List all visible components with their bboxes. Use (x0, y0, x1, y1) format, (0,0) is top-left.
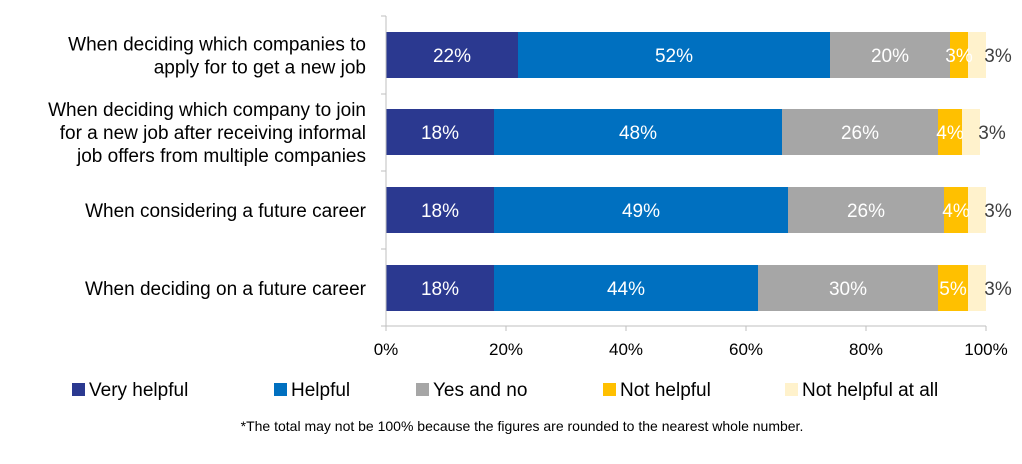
data-label: 44% (607, 279, 645, 300)
legend-label: Helpful (291, 380, 350, 401)
data-label: 48% (619, 123, 657, 144)
bar-segment (758, 265, 938, 311)
bar-segment (494, 109, 782, 155)
data-label: 3% (984, 201, 1012, 222)
bar-segment (950, 32, 968, 78)
data-label: 49% (622, 201, 660, 222)
footnote: *The total may not be 100% because the f… (241, 418, 804, 434)
bar-segment (938, 109, 962, 155)
data-label: 4% (942, 201, 970, 222)
data-label: 3% (984, 279, 1012, 300)
legend-swatch (785, 383, 798, 396)
bar-segment (518, 32, 830, 78)
x-tick-label: 60% (729, 340, 763, 359)
bar-segment (968, 187, 986, 233)
bar-segment (968, 265, 986, 311)
data-label: 22% (433, 46, 471, 67)
bar-segment (386, 109, 494, 155)
bar-segment (386, 265, 494, 311)
legend-label: Not helpful at all (802, 380, 938, 401)
bar-segment (938, 265, 968, 311)
x-tick-label: 0% (374, 340, 399, 359)
data-label: 18% (421, 279, 459, 300)
category-label: for a new job after receiving informal (60, 123, 366, 144)
data-label: 26% (841, 123, 879, 144)
bar-segment (830, 32, 950, 78)
data-label: 18% (421, 201, 459, 222)
bar-segment (782, 109, 938, 155)
bar-segment (788, 187, 944, 233)
bar-segment (386, 32, 518, 78)
data-label: 3% (945, 46, 973, 67)
legend-swatch (274, 383, 287, 396)
x-tick-label: 100% (964, 340, 1007, 359)
x-tick-label: 80% (849, 340, 883, 359)
bar-segment (962, 109, 980, 155)
data-label: 30% (829, 279, 867, 300)
data-label: 4% (936, 123, 964, 144)
data-label: 52% (655, 46, 693, 67)
data-label: 3% (984, 46, 1012, 67)
data-label: 20% (871, 46, 909, 67)
bar-segment (944, 187, 968, 233)
data-label: 18% (421, 123, 459, 144)
bar-segment (494, 265, 758, 311)
data-label: 26% (847, 201, 885, 222)
legend-swatch (416, 383, 429, 396)
legend-swatch (72, 383, 85, 396)
category-label: When deciding which company to join (48, 100, 366, 121)
legend-label: Very helpful (89, 380, 188, 401)
x-tick-label: 20% (489, 340, 523, 359)
legend-label: Not helpful (620, 380, 711, 401)
legend-label: Yes and no (433, 380, 527, 401)
category-label: apply for to get a new job (154, 58, 366, 79)
bar-segment (494, 187, 788, 233)
bar-segment (968, 32, 986, 78)
category-label: When deciding which companies to (68, 35, 366, 56)
bar-segment (386, 187, 494, 233)
category-label: job offers from multiple companies (76, 146, 366, 167)
data-label: 5% (939, 279, 967, 300)
category-label: When considering a future career (85, 201, 367, 222)
category-label: When deciding on a future career (85, 279, 367, 300)
x-tick-label: 40% (609, 340, 643, 359)
x-axis: 0% 20% 40% 60% 80% 100% (374, 15, 1008, 359)
data-label: 3% (978, 123, 1006, 144)
bars-layer: 22% 52% 20% 3% 3% 18% 48% 26% 4% 3% 18% 49% 26% 4% 3% 1… (386, 32, 1012, 311)
legend: Very helpful Helpful Yes and no Not helpful… (72, 380, 938, 401)
legend-swatch (603, 383, 616, 396)
